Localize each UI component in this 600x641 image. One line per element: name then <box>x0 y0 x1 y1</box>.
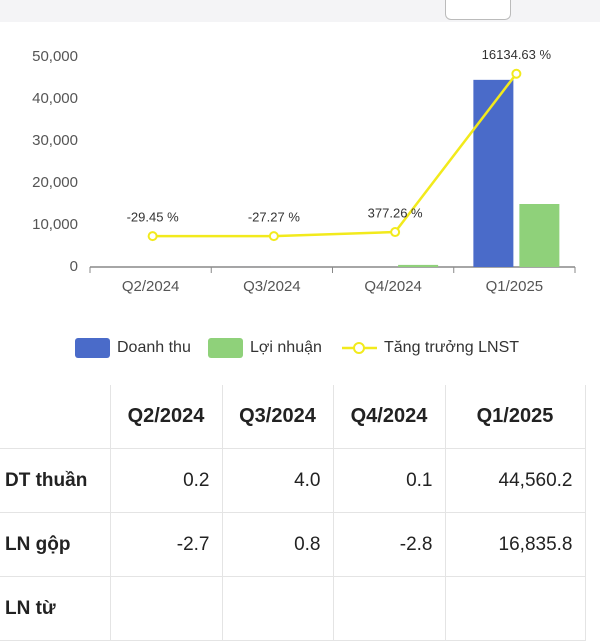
x-tick-label: Q4/2024 <box>364 278 422 295</box>
y-tick-label: 10,000 <box>32 216 78 233</box>
legend-label: Doanh thu <box>117 339 191 356</box>
x-tick-label: Q2/2024 <box>122 278 180 295</box>
table-cell: Q1/2025 <box>445 385 585 449</box>
bar <box>519 204 559 267</box>
y-tick-label: 50,000 <box>32 48 78 65</box>
line-point <box>512 70 520 78</box>
bar <box>473 80 513 267</box>
line-point <box>149 232 157 240</box>
table-cell: 4.0 <box>222 449 333 513</box>
x-tick-label: Q3/2024 <box>243 278 301 295</box>
table-cell: LN gộp <box>0 513 110 577</box>
legend-marker <box>354 343 364 353</box>
table-cell: 0.8 <box>222 513 333 577</box>
table-cell <box>445 577 585 641</box>
line-point <box>391 228 399 236</box>
table-cell: 44,560.2 <box>445 449 585 513</box>
table-cell <box>0 385 110 449</box>
table-row: LN từ <box>0 577 585 641</box>
line <box>153 74 517 236</box>
bar <box>398 265 438 267</box>
table-cell <box>222 577 333 641</box>
y-tick-label: 0 <box>70 258 78 275</box>
line-point <box>270 232 278 240</box>
table-cell: 0.1 <box>333 449 445 513</box>
table-cell: -2.8 <box>333 513 445 577</box>
data-label: -27.27 % <box>248 210 300 225</box>
legend-label: Lợi nhuận <box>250 339 322 356</box>
table-cell: 16,835.8 <box>445 513 585 577</box>
y-tick-label: 30,000 <box>32 132 78 149</box>
y-tick-label: 20,000 <box>32 174 78 191</box>
data-label: 16134.63 % <box>482 47 552 62</box>
legend-swatch <box>75 338 110 358</box>
table-cell: DT thuần <box>0 449 110 513</box>
table-cell: Q2/2024 <box>110 385 222 449</box>
data-label: -29.45 % <box>127 210 179 225</box>
legend-swatch <box>208 338 243 358</box>
x-tick-label: Q1/2025 <box>486 278 544 295</box>
data-label: 377.26 % <box>368 205 423 220</box>
table-cell <box>333 577 445 641</box>
table-cell: -2.7 <box>110 513 222 577</box>
table-cell: Q3/2024 <box>222 385 333 449</box>
table-cell: Q4/2024 <box>333 385 445 449</box>
chart: 0 10,000 20,000 30,000 40,000 50,000 Q2/2024 Q3… <box>0 0 600 380</box>
legend-label: Tăng trưởng LNST <box>384 339 519 356</box>
y-tick-label: 40,000 <box>32 90 78 107</box>
table-cell <box>110 577 222 641</box>
table-cell: LN từ <box>0 577 110 641</box>
table-cell: 0.2 <box>110 449 222 513</box>
